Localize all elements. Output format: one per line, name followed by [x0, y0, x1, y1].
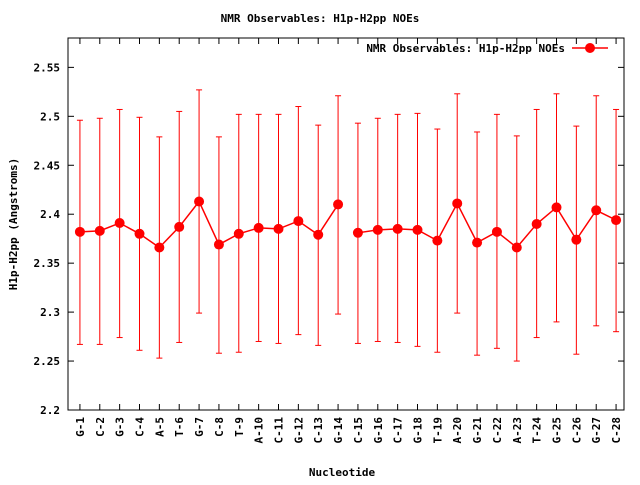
x-tick-label: T-6 [173, 417, 186, 437]
x-tick-label: A-5 [153, 417, 166, 437]
chart-title: NMR Observables: H1p-H2pp NOEs [221, 12, 420, 25]
data-point [333, 199, 344, 210]
y-tick-label: 2.2 [40, 404, 60, 417]
x-tick-label: C-11 [273, 417, 286, 444]
y-tick-label: 2.55 [34, 61, 61, 74]
data-point [273, 223, 284, 234]
y-axis-label: H1p-H2pp (Angstroms) [7, 158, 20, 290]
y-tick-label: 2.35 [34, 257, 61, 270]
y-tick-label: 2.25 [34, 355, 61, 368]
data-point [452, 198, 463, 209]
x-tick-label: G-1 [74, 417, 87, 437]
x-tick-label: G-25 [551, 417, 564, 444]
data-point [551, 202, 562, 213]
x-tick-label: G-27 [590, 417, 603, 444]
data-point [174, 221, 185, 232]
y-tick-label: 2.5 [40, 110, 60, 123]
x-tick-label: A-23 [511, 417, 524, 444]
x-tick-label: G-7 [193, 417, 206, 437]
x-tick-label: G-3 [114, 417, 127, 437]
x-tick-label: G-14 [332, 417, 345, 444]
data-point [194, 196, 205, 207]
x-tick-label: T-9 [233, 417, 246, 437]
legend: NMR Observables: H1p-H2pp NOEs [366, 42, 608, 55]
x-tick-label: G-16 [372, 417, 385, 444]
data-point [432, 235, 443, 246]
data-point [313, 229, 324, 240]
legend-marker [585, 43, 595, 53]
y-tick-label: 2.4 [40, 208, 60, 221]
x-tick-label: C-26 [570, 417, 583, 444]
data-point [253, 222, 264, 233]
data-point [74, 226, 85, 237]
data-point [372, 224, 383, 235]
x-tick-label: C-2 [94, 417, 107, 437]
data-point [134, 228, 145, 239]
data-point [352, 227, 363, 238]
x-tick-label: G-18 [412, 417, 425, 444]
data-point [531, 219, 542, 229]
data-point [591, 205, 602, 216]
x-axis: G-1 C-2 G-3 C-4 A-5 T-6 G-7 C-8 T-9 A-10 C-11 G-12 C… [74, 38, 623, 444]
x-tick-label: C-15 [352, 417, 365, 444]
data-point [491, 226, 502, 237]
x-tick-label: T-19 [431, 417, 444, 444]
data-point [571, 234, 582, 245]
series-points [74, 196, 622, 253]
x-tick-label: A-10 [253, 417, 266, 444]
x-tick-label: G-12 [292, 417, 305, 444]
x-tick-label: A-20 [451, 417, 464, 444]
x-tick-label: C-28 [610, 417, 623, 444]
x-tick-label: C-13 [312, 417, 325, 444]
data-point [114, 218, 125, 229]
x-tick-label: C-8 [213, 417, 226, 437]
x-tick-label: C-17 [392, 417, 405, 444]
data-point [611, 215, 622, 226]
y-tick-label: 2.3 [40, 306, 60, 319]
data-point [472, 237, 483, 248]
x-tick-label: G-21 [471, 417, 484, 444]
data-point [233, 228, 244, 239]
y-tick-label: 2.45 [34, 159, 61, 172]
data-point [392, 223, 403, 234]
x-tick-label: T-24 [531, 417, 544, 444]
legend-label: NMR Observables: H1p-H2pp NOEs [366, 42, 565, 55]
data-point [213, 239, 224, 250]
data-point [293, 216, 304, 227]
x-tick-label: C-22 [491, 417, 504, 444]
y-axis: 2.2 2.25 2.3 2.35 2.4 2.45 2.5 2.55 [34, 61, 624, 417]
data-point [94, 225, 105, 236]
data-point [154, 242, 165, 253]
plot-frame [67, 37, 625, 411]
x-tick-label: C-4 [134, 417, 147, 437]
data-point [511, 242, 522, 253]
data-point [412, 224, 423, 235]
x-axis-label: Nucleotide [309, 466, 376, 479]
